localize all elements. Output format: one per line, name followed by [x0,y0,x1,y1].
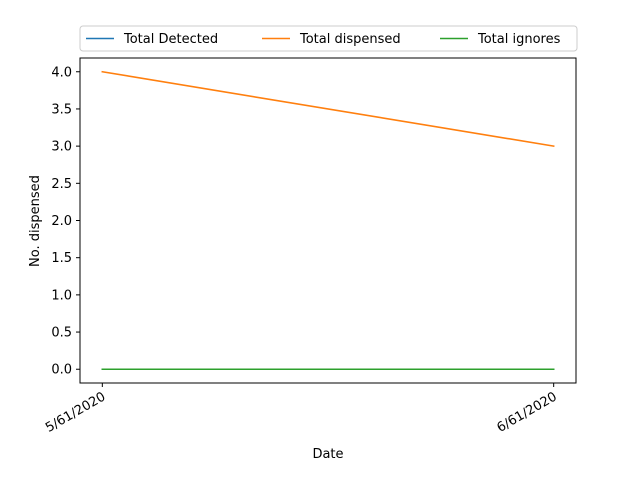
legend-label-2: Total dispensed [299,32,401,47]
legend-frame [79,25,578,52]
legend: Total Detected Total dispensed Total ignor… [79,25,578,52]
y-tick-label: 1.0 [51,288,72,303]
series-line-2 [101,70,555,148]
legend-label-3: Total ignores [477,32,561,47]
legend-label-1: Total Detected [123,32,218,47]
y-tick-label: 0.5 [51,326,72,341]
series-layer [101,70,555,371]
y-axis-label: No. dispensed [28,175,43,267]
x-axis-label: Date [312,447,343,462]
y-tick-label: 2.5 [51,177,72,192]
y-tick-label: 0.0 [51,363,72,378]
y-tick-label: 2.0 [51,214,72,229]
y-tick-label: 3.0 [51,140,72,155]
y-tick-label: 1.5 [51,251,72,266]
y-tick-label: 3.5 [51,102,72,117]
y-tick-label: 4.0 [51,65,72,80]
y-axis: 0.0 0.5 1.0 1.5 2.0 2.5 3.0 3.5 4.0 [51,65,80,378]
